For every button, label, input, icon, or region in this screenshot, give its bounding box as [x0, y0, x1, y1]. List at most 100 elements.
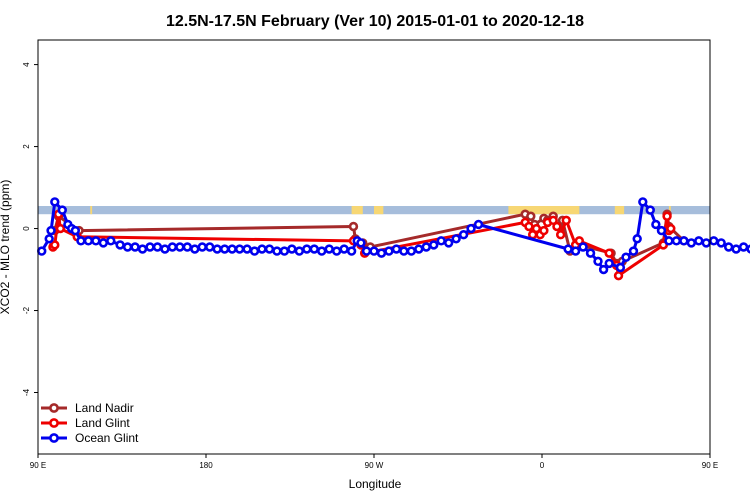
- ocean-glint-point: [227, 244, 237, 254]
- ocean-glint-point: [50, 197, 60, 207]
- y-tick-label: -4: [22, 388, 31, 396]
- ocean-glint-point: [621, 252, 631, 262]
- ocean-glint-point: [723, 242, 734, 252]
- ocean-glint-point: [376, 248, 387, 258]
- ocean-glint-point: [473, 219, 484, 230]
- x-axis: 90 E 180 90 W 0 90 E: [30, 454, 718, 470]
- land-glint-point: [662, 211, 672, 221]
- ocean-glint-point: [137, 244, 148, 254]
- ocean-glint-point: [709, 236, 719, 246]
- ocean-glint-point: [130, 242, 140, 252]
- ocean-glint-point: [242, 244, 252, 254]
- land-glint-point: [524, 221, 534, 232]
- ocean-glint-point: [197, 242, 207, 252]
- land-glint-point: [604, 248, 614, 258]
- ocean-glint-point: [638, 197, 648, 207]
- ocean-glint-point: [384, 246, 394, 256]
- ocean-glint-point: [294, 246, 305, 256]
- ocean-glint-point: [746, 244, 750, 254]
- ocean-glint-point: [701, 238, 711, 248]
- ocean-glint-point: [145, 242, 155, 252]
- ocean-glint-point: [91, 236, 101, 246]
- ocean-glint-point: [679, 236, 689, 246]
- ocean-glint-point: [152, 242, 163, 252]
- y-axis-label: XCO2 - MLO trend (ppm): [0, 180, 12, 315]
- ocean-glint-point: [356, 238, 366, 248]
- ocean-glint-point: [44, 234, 54, 244]
- ocean-glint-point: [257, 244, 267, 254]
- land-segment: [570, 206, 580, 215]
- legend-marker-land-glint: [49, 418, 59, 428]
- ocean-glint-point: [421, 242, 431, 252]
- ocean-glint-point: [219, 244, 230, 254]
- legend-label-ocean-glint: Ocean Glint: [75, 431, 139, 445]
- ocean-glint-point: [309, 244, 319, 254]
- ocean-glint-point: [205, 242, 215, 252]
- x-tick-label: 0: [540, 461, 545, 470]
- ocean-glint-point: [436, 236, 446, 246]
- x-tick-label: 90 E: [702, 461, 718, 470]
- land-nadir-point: [348, 221, 359, 232]
- ocean-glint-point: [628, 246, 639, 256]
- land-glint-point: [555, 230, 566, 240]
- legend-label-land-nadir: Land Nadir: [75, 401, 134, 415]
- land-glint-point: [539, 225, 549, 236]
- ocean-glint-point: [272, 246, 282, 256]
- ocean-glint-point: [443, 238, 454, 248]
- chart-title: 12.5N-17.5N February (Ver 10) 2015-01-01…: [166, 13, 584, 30]
- ocean-glint-point: [391, 244, 402, 254]
- x-tick-label: 90 E: [30, 461, 46, 470]
- ocean-glint-point: [458, 230, 469, 240]
- ocean-glint-point: [656, 225, 667, 236]
- land-mask-band: [38, 206, 710, 215]
- ocean-glint-point: [686, 238, 697, 248]
- ocean-glint-point: [346, 246, 357, 256]
- land-glint-point: [561, 215, 571, 226]
- x-tick-label: 90 W: [365, 461, 384, 470]
- land-nadir-point: [526, 211, 536, 221]
- ocean-glint-point: [593, 256, 603, 267]
- ocean-glint-point: [190, 244, 200, 254]
- ocean-glint-point: [339, 244, 349, 254]
- ocean-glint-point: [115, 240, 125, 250]
- ocean-glint-point: [664, 236, 674, 246]
- ocean-glint-point: [598, 264, 609, 275]
- ocean-glint-point: [651, 219, 661, 230]
- ocean-glint-point: [399, 246, 409, 256]
- ocean-glint-point: [122, 242, 133, 252]
- land-glint-point: [666, 223, 676, 234]
- land-segment: [90, 206, 93, 215]
- y-tick-label: 2: [22, 144, 31, 149]
- ocean-glint-point: [76, 236, 86, 246]
- ocean-glint-point: [615, 262, 626, 273]
- x-axis-label: Longitude: [349, 477, 402, 491]
- ocean-glint-point: [175, 242, 185, 252]
- ocean-glint-point: [406, 246, 417, 256]
- ocean-glint-point: [57, 205, 67, 215]
- land-segment: [374, 206, 384, 215]
- ocean-glint-point: [570, 246, 581, 256]
- ocean-glint-point: [694, 236, 704, 246]
- ocean-glint-point: [671, 236, 682, 246]
- ocean-glint-point: [264, 244, 275, 254]
- land-segment: [614, 206, 625, 215]
- y-tick-label: 4: [22, 62, 31, 67]
- ocean-glint-point: [37, 246, 47, 256]
- ocean-glint-point: [317, 246, 327, 256]
- ocean-glint-point: [331, 246, 342, 256]
- ocean-glint-point: [429, 240, 439, 250]
- land-segment: [351, 206, 363, 215]
- ocean-glint-point: [563, 244, 573, 254]
- ocean-glint-point: [249, 246, 260, 256]
- land-segment: [668, 206, 671, 215]
- ocean-glint-point: [46, 225, 56, 236]
- legend-marker-ocean-glint: [49, 433, 59, 443]
- land-segment: [508, 206, 570, 215]
- ocean-glint-point: [414, 244, 424, 254]
- ocean-glint-point: [369, 246, 379, 256]
- ocean-glint-point: [106, 236, 116, 246]
- ocean-glint-point: [451, 234, 461, 244]
- ocean-glint-point: [302, 244, 312, 254]
- land-glint-point: [552, 221, 562, 232]
